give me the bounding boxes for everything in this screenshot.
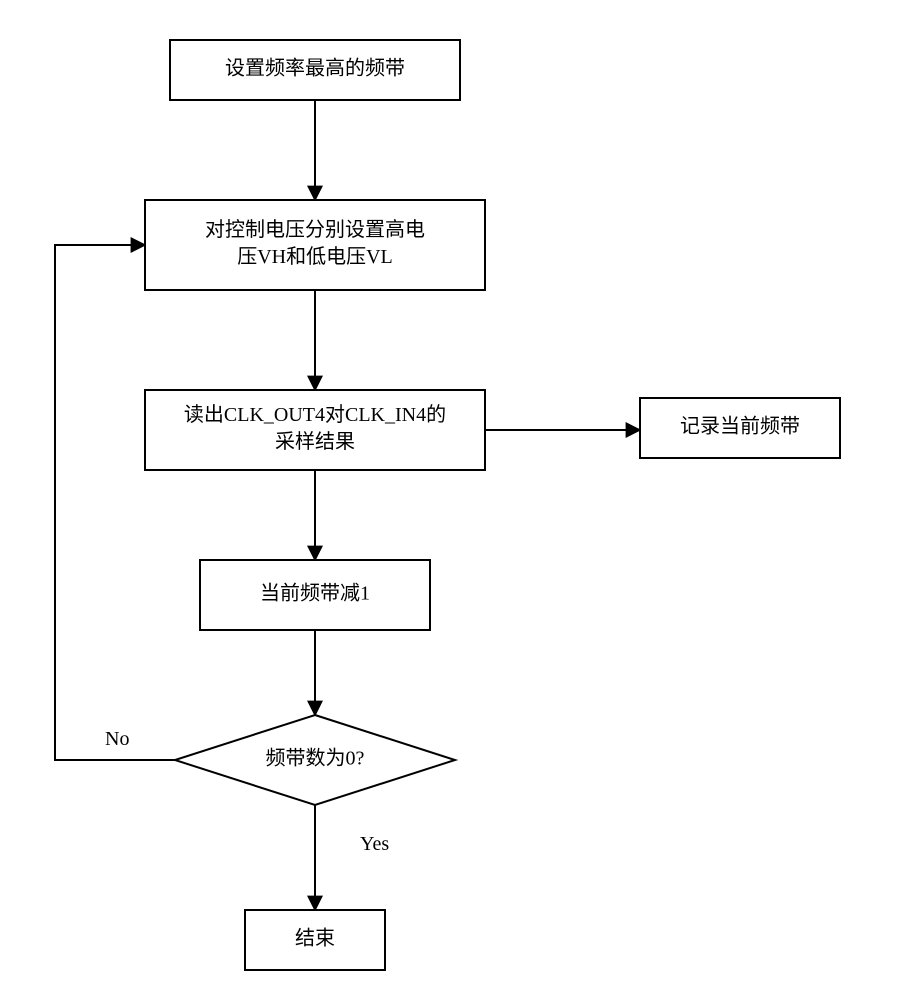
node-text: 压VH和低电压VL	[237, 245, 393, 268]
node-text: 读出CLK_OUT4对CLK_IN4的	[184, 403, 446, 426]
node-text: 频带数为0?	[266, 747, 365, 770]
node-text: 对控制电压分别设置高电	[205, 218, 425, 241]
flow-node-n4: 记录当前频带	[640, 398, 840, 458]
flow-node-n7: 结束	[245, 910, 385, 970]
edge-label: No	[105, 728, 129, 750]
node-text: 当前频带减1	[260, 582, 370, 605]
flow-node-n3: 读出CLK_OUT4对CLK_IN4的采样结果	[145, 390, 485, 470]
flow-node-n5: 当前频带减1	[200, 560, 430, 630]
flow-node-n1: 设置频率最高的频带	[170, 40, 460, 100]
node-text: 采样结果	[275, 430, 355, 453]
edge-label: Yes	[360, 833, 389, 855]
node-text: 设置频率最高的频带	[225, 57, 405, 80]
node-text: 结束	[295, 927, 335, 950]
node-text: 记录当前频带	[680, 415, 800, 438]
flow-node-n2: 对控制电压分别设置高电压VH和低电压VL	[145, 200, 485, 290]
